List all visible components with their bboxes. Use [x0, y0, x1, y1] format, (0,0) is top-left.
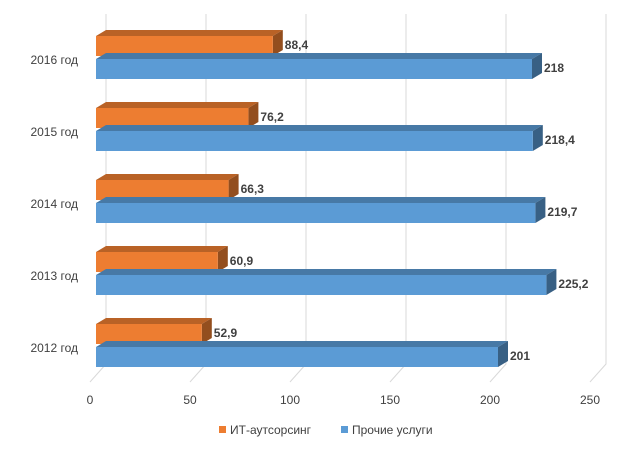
bars [96, 30, 557, 367]
data-label: 219,7 [547, 205, 577, 219]
category-label: 2015 год [30, 125, 78, 139]
x-tick-250: 250 [580, 393, 600, 407]
legend-label: ИТ-аутсорсинг [230, 423, 312, 437]
bar-it-outsourcing [96, 246, 228, 272]
x-tick-150: 150 [380, 393, 400, 407]
x-tick-100: 100 [280, 393, 300, 407]
x-tick-50: 50 [183, 393, 197, 407]
legend-item: Прочие услуги [341, 423, 433, 437]
legend-label: Прочие услуги [352, 423, 433, 437]
category-label: 2012 год [30, 341, 78, 355]
bar-other-services [96, 197, 546, 223]
legend-swatch [341, 426, 348, 433]
data-label: 218 [544, 61, 564, 75]
data-label: 88,4 [285, 38, 309, 52]
legend-item: ИТ-аутсорсинг [219, 423, 312, 437]
bar-other-services [96, 125, 543, 151]
data-label: 76,2 [260, 110, 284, 124]
data-label: 225,2 [558, 277, 588, 291]
bar-other-services [96, 53, 542, 79]
x-tick-0: 0 [87, 393, 94, 407]
category-labels: 2016 год 2015 год 2014 год 2013 год 2012 год [30, 53, 78, 355]
data-label: 201 [510, 349, 530, 363]
bar-it-outsourcing [96, 318, 212, 344]
x-tick-labels: 0 50 100 150 200 250 [87, 393, 601, 407]
x-tick-200: 200 [480, 393, 500, 407]
bar-it-outsourcing [96, 102, 259, 128]
bar-other-services [96, 341, 508, 367]
gridline-250 [589, 14, 607, 383]
data-labels: 88,4 218 76,2 218,4 66,3 219,7 60,9 225,2 52,9 20… [214, 38, 589, 363]
data-label: 66,3 [241, 182, 265, 196]
data-label: 60,9 [230, 254, 254, 268]
data-label: 52,9 [214, 326, 238, 340]
bar-it-outsourcing [96, 30, 283, 56]
legend: ИТ-аутсорсинг Прочие услуги [219, 423, 433, 437]
legend-swatch [219, 426, 226, 433]
category-label: 2014 год [30, 197, 78, 211]
data-label: 218,4 [545, 133, 575, 147]
bar-other-services [96, 269, 557, 295]
category-label: 2016 год [30, 53, 78, 67]
category-label: 2013 год [30, 269, 78, 283]
bar-it-outsourcing [96, 174, 239, 200]
